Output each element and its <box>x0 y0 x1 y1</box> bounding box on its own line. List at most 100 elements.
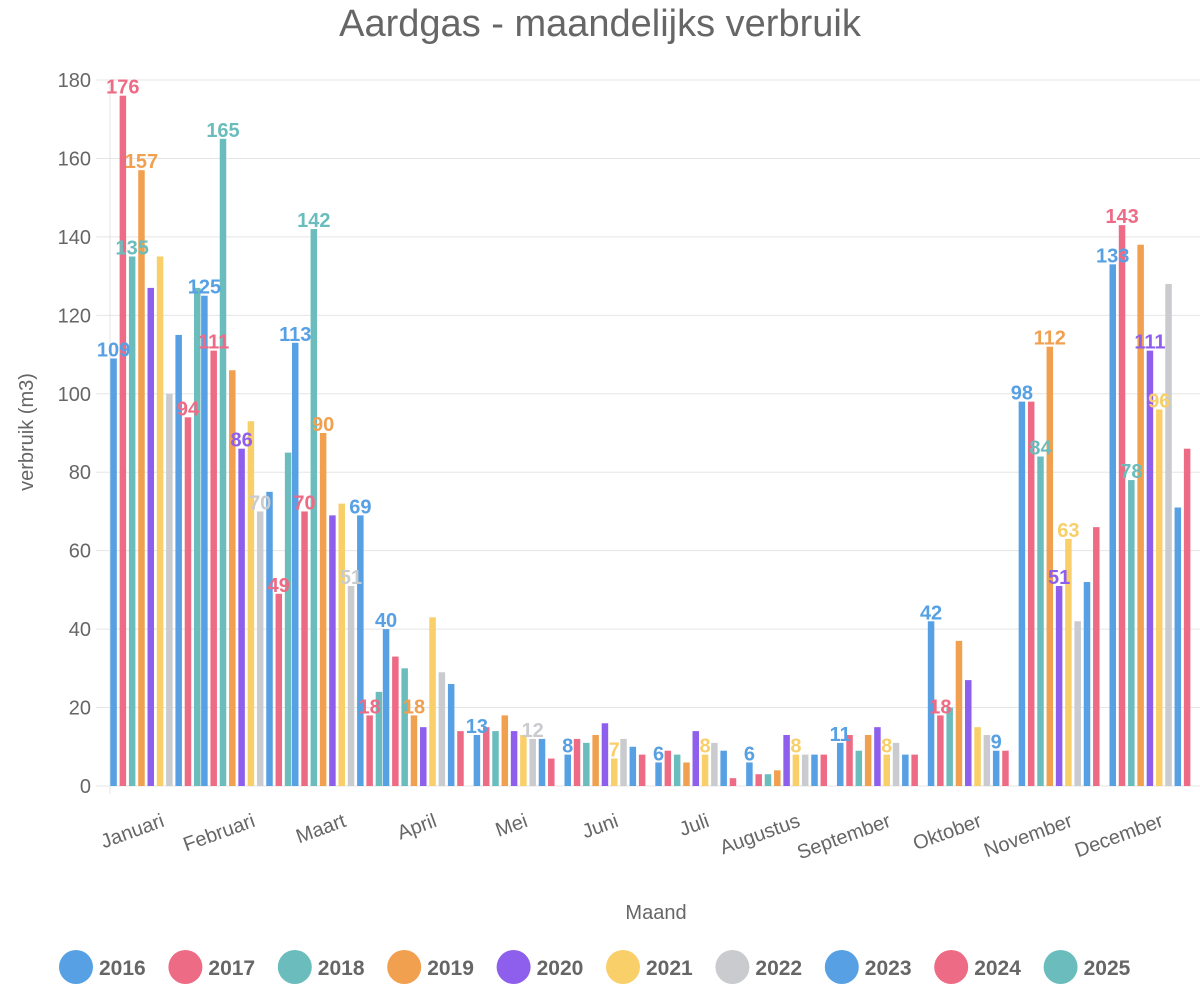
legend-item[interactable]: 2021 <box>606 950 693 984</box>
bar[interactable] <box>301 511 308 786</box>
bar[interactable] <box>792 754 800 786</box>
bar[interactable] <box>338 503 345 786</box>
bar[interactable] <box>194 287 201 786</box>
legend-item[interactable]: 2018 <box>277 950 365 984</box>
bar[interactable] <box>347 585 355 786</box>
bar[interactable] <box>946 707 953 786</box>
bar[interactable] <box>110 358 117 786</box>
bar[interactable] <box>229 370 236 786</box>
bar[interactable] <box>1118 225 1126 787</box>
bar[interactable] <box>755 774 762 786</box>
bar[interactable] <box>1128 480 1135 786</box>
bar[interactable] <box>357 515 364 786</box>
legend-item[interactable]: 2024 <box>934 950 1021 984</box>
bar[interactable] <box>937 715 944 786</box>
bar[interactable] <box>529 738 536 786</box>
bar[interactable] <box>538 738 546 786</box>
bar[interactable] <box>501 715 509 786</box>
bar[interactable] <box>1074 621 1081 786</box>
bar[interactable] <box>1046 346 1054 786</box>
bar[interactable] <box>1018 401 1026 786</box>
bar[interactable] <box>492 731 499 786</box>
legend-item[interactable]: 2016 <box>59 950 146 984</box>
bar[interactable] <box>201 295 208 786</box>
bar[interactable] <box>266 491 273 786</box>
bar[interactable] <box>219 138 227 787</box>
bar[interactable] <box>811 754 818 786</box>
bar[interactable] <box>382 629 390 786</box>
bar[interactable] <box>583 742 590 786</box>
bar[interactable] <box>983 735 991 786</box>
bar[interactable] <box>1155 409 1163 786</box>
bar[interactable] <box>548 758 555 786</box>
bar[interactable] <box>664 750 672 786</box>
bar[interactable] <box>683 762 690 786</box>
bar[interactable] <box>238 448 245 786</box>
bar[interactable] <box>620 738 627 786</box>
bar[interactable] <box>128 256 136 787</box>
bar[interactable] <box>746 762 753 786</box>
bar[interactable] <box>392 656 399 786</box>
bar[interactable] <box>1002 750 1009 786</box>
bar[interactable] <box>457 731 464 786</box>
bar[interactable] <box>1165 283 1172 786</box>
bar[interactable] <box>447 684 455 786</box>
bar[interactable] <box>701 754 709 786</box>
bar[interactable] <box>375 691 383 786</box>
bar[interactable] <box>210 350 217 786</box>
bar[interactable] <box>473 735 481 786</box>
bar[interactable] <box>1055 585 1063 786</box>
bar[interactable] <box>673 754 681 786</box>
bar[interactable] <box>482 727 490 786</box>
bar[interactable] <box>401 668 408 786</box>
bar[interactable] <box>573 738 581 786</box>
bar[interactable] <box>564 754 571 786</box>
bar[interactable] <box>429 617 436 786</box>
bar[interactable] <box>1093 527 1100 786</box>
legend-item[interactable]: 2022 <box>715 950 802 984</box>
bar[interactable] <box>410 715 418 786</box>
bar[interactable] <box>256 511 264 786</box>
bar[interactable] <box>911 754 918 786</box>
bar[interactable] <box>638 754 646 786</box>
bar[interactable] <box>420 727 427 786</box>
bar[interactable] <box>438 672 446 786</box>
bar[interactable] <box>510 731 518 786</box>
bar[interactable] <box>902 754 909 786</box>
bar[interactable] <box>1083 582 1091 786</box>
bar[interactable] <box>965 680 972 786</box>
bar[interactable] <box>520 735 527 786</box>
bar[interactable] <box>319 433 327 786</box>
bar[interactable] <box>119 95 127 786</box>
bar[interactable] <box>1109 264 1116 786</box>
bar[interactable] <box>864 735 872 786</box>
bar[interactable] <box>275 593 283 786</box>
bar[interactable] <box>692 731 700 786</box>
legend-item[interactable]: 2023 <box>824 950 912 984</box>
bar[interactable] <box>655 762 662 786</box>
bar[interactable] <box>992 750 1000 786</box>
bar[interactable] <box>1174 507 1182 786</box>
bar[interactable] <box>720 750 727 786</box>
bar[interactable] <box>820 754 828 786</box>
bar[interactable] <box>801 754 809 786</box>
bar[interactable] <box>764 774 772 786</box>
bar[interactable] <box>892 742 900 786</box>
bar[interactable] <box>310 229 318 787</box>
bar[interactable] <box>783 735 790 786</box>
bar[interactable] <box>629 746 637 786</box>
bar[interactable] <box>1037 456 1044 786</box>
bar[interactable] <box>836 742 844 786</box>
bar[interactable] <box>1146 350 1154 786</box>
bar[interactable] <box>166 393 173 786</box>
bar[interactable] <box>184 417 192 786</box>
bar[interactable] <box>610 758 618 786</box>
bar[interactable] <box>601 723 609 786</box>
bar[interactable] <box>291 342 299 786</box>
bar[interactable] <box>592 735 599 786</box>
bar[interactable] <box>156 256 164 787</box>
bar[interactable] <box>974 727 981 786</box>
bar[interactable] <box>284 452 292 786</box>
legend-item[interactable]: 2019 <box>387 950 474 984</box>
bar[interactable] <box>855 750 863 786</box>
